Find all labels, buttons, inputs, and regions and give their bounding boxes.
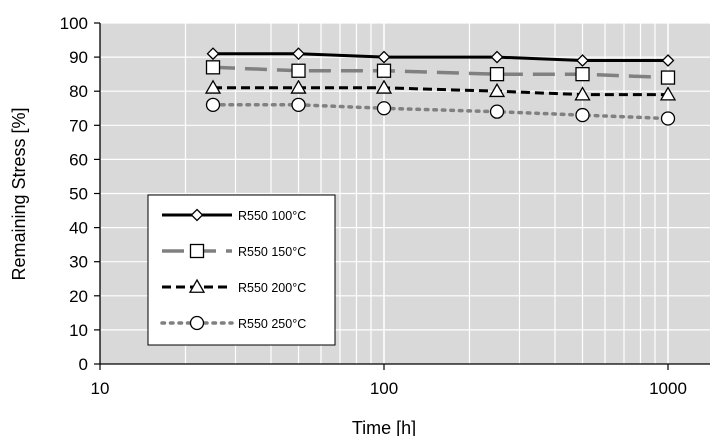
marker-diamond [190, 208, 204, 222]
y-tick-label: 70 [69, 116, 88, 135]
marker-square [205, 60, 221, 75]
marker-circle [489, 104, 505, 119]
marker-diamond [206, 47, 220, 61]
marker-triangle [659, 86, 677, 101]
series-1 [206, 47, 675, 67]
series-line [213, 86, 668, 97]
marker-diamond [576, 54, 589, 67]
marker-diamond [377, 50, 391, 64]
marker-circle [205, 97, 221, 112]
y-tick-label: 80 [69, 82, 88, 101]
marker-square [376, 63, 392, 78]
marker-circle [189, 315, 205, 331]
marker-triangle [574, 86, 591, 101]
marker-square [660, 70, 676, 85]
marker-square [489, 67, 505, 82]
legend-box [147, 194, 336, 346]
marker-diamond [490, 50, 504, 64]
marker-square [189, 243, 205, 259]
series-4 [205, 97, 676, 126]
marker-diamond [292, 47, 305, 61]
legend-label: R550 100°C [238, 209, 306, 223]
legend: R550 100°C R550 150°C R550 200°C R550 250°C [147, 194, 336, 346]
y-axis-title: Remaining Stress [%] [9, 107, 29, 280]
y-tick-label: 0 [79, 355, 88, 374]
data-series [204, 47, 677, 126]
marker-triangle [204, 79, 222, 94]
legend-label: R550 150°C [238, 245, 306, 259]
legend-entry: R550 150°C [162, 243, 306, 259]
series-3 [204, 79, 677, 101]
x-tick-label: 100 [370, 379, 398, 398]
series-2 [205, 60, 676, 85]
marker-circle [575, 107, 590, 123]
legend-entry: R550 200°C [162, 278, 306, 295]
legend-label: R550 250°C [238, 317, 306, 331]
marker-triangle [488, 82, 506, 98]
marker-triangle [290, 79, 307, 94]
marker-triangle [375, 79, 393, 94]
marker-triangle [188, 278, 206, 293]
legend-entry: R550 100°C [162, 208, 306, 223]
x-axis-title: Time [h] [352, 418, 416, 436]
series-line [213, 52, 668, 62]
y-tick-label: 10 [69, 321, 88, 340]
marker-square [291, 63, 306, 78]
legend-entry: R550 250°C [160, 315, 306, 331]
y-tick-label: 90 [69, 48, 88, 67]
y-tick-label: 30 [69, 253, 88, 272]
y-tick-label: 40 [69, 219, 88, 238]
legend-label: R550 200°C [238, 281, 306, 295]
marker-square [575, 67, 590, 82]
marker-circle [660, 111, 676, 126]
y-tick-label: 100 [60, 14, 88, 33]
series-line [212, 65, 669, 80]
y-tick-label: 50 [69, 185, 88, 204]
marker-circle [376, 101, 392, 116]
x-tick-label: 10 [91, 379, 110, 398]
y-tick-label: 60 [69, 150, 88, 169]
marker-circle [291, 97, 306, 112]
marker-diamond [661, 54, 675, 67]
series-line [211, 103, 670, 121]
y-tick-label: 20 [69, 287, 88, 306]
x-tick-label: 1000 [649, 379, 687, 398]
